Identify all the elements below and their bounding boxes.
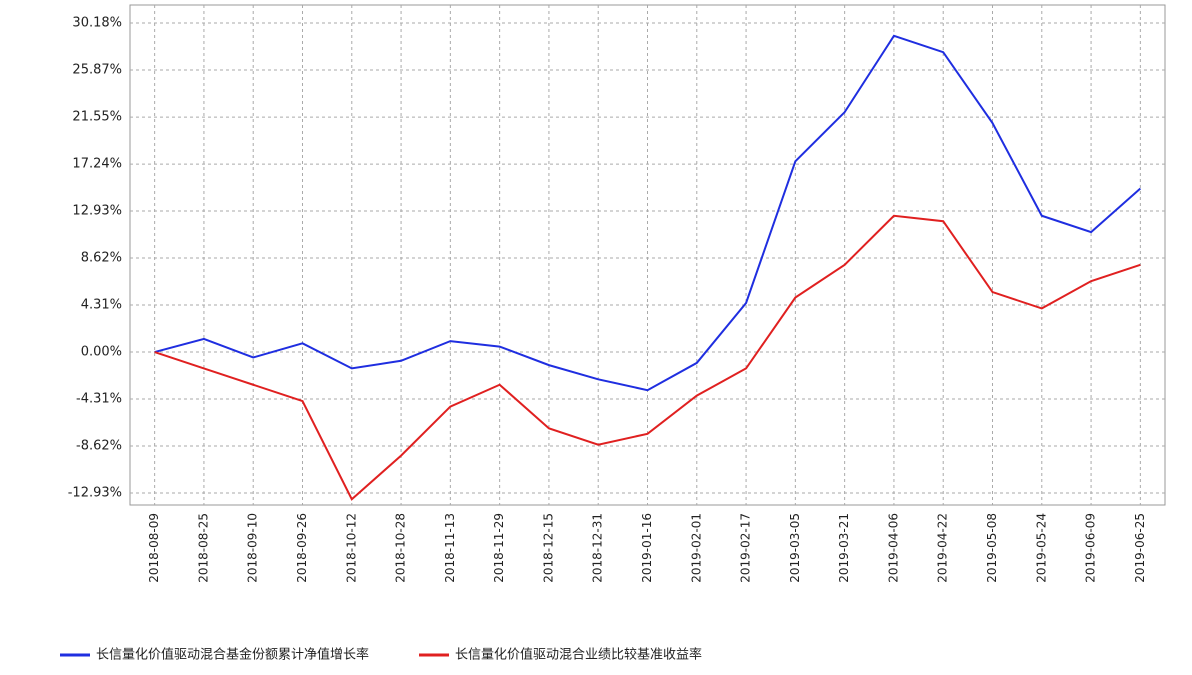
x-tick-label: 2018-09-26 [295, 513, 309, 583]
x-tick-label: 2018-09-10 [246, 513, 260, 583]
x-tick-label: 2018-12-31 [591, 513, 605, 583]
y-tick-label: 12.93% [72, 204, 122, 219]
y-tick-label: 21.55% [72, 110, 122, 125]
x-tick-label: 2019-05-24 [1034, 513, 1048, 583]
x-tick-label: 2019-05-08 [985, 513, 999, 583]
x-tick-label: 2019-02-17 [739, 513, 753, 583]
y-tick-label: -12.93% [68, 486, 122, 501]
legend-label: 长信量化价值驱动混合业绩比较基准收益率 [455, 647, 702, 663]
y-tick-label: 0.00% [81, 345, 122, 360]
series-line [154, 214, 1141, 501]
x-tick-label: 2019-04-22 [936, 513, 950, 583]
x-tick-label: 2018-11-13 [443, 513, 457, 583]
x-tick-label: 2018-08-09 [147, 513, 161, 583]
x-tick-label: 2019-01-16 [640, 513, 654, 583]
series-line [154, 34, 1142, 392]
x-tick-label: 2019-04-06 [886, 513, 900, 583]
y-tick-label: 25.87% [72, 62, 122, 77]
x-tick-label: 2019-06-25 [1133, 513, 1147, 583]
x-tick-label: 2019-03-05 [788, 513, 802, 583]
x-tick-label: 2018-10-12 [344, 513, 358, 583]
y-tick-label: 30.18% [72, 15, 122, 30]
x-tick-label: 2019-06-09 [1084, 513, 1098, 583]
x-tick-label: 2018-08-25 [196, 513, 210, 583]
y-tick-label: -8.62% [76, 439, 122, 454]
legend-label: 长信量化价值驱动混合基金份额累计净值增长率 [96, 647, 369, 663]
y-tick-label: 17.24% [72, 157, 122, 172]
y-tick-label: 8.62% [81, 251, 122, 266]
y-tick-label: 4.31% [81, 298, 122, 313]
x-tick-label: 2018-12-15 [541, 513, 555, 583]
x-tick-label: 2019-03-21 [837, 513, 851, 583]
x-tick-label: 2018-10-28 [394, 513, 408, 583]
x-tick-label: 2018-11-29 [492, 513, 506, 583]
x-tick-label: 2019-02-01 [689, 513, 703, 583]
y-tick-label: -4.31% [76, 392, 122, 407]
